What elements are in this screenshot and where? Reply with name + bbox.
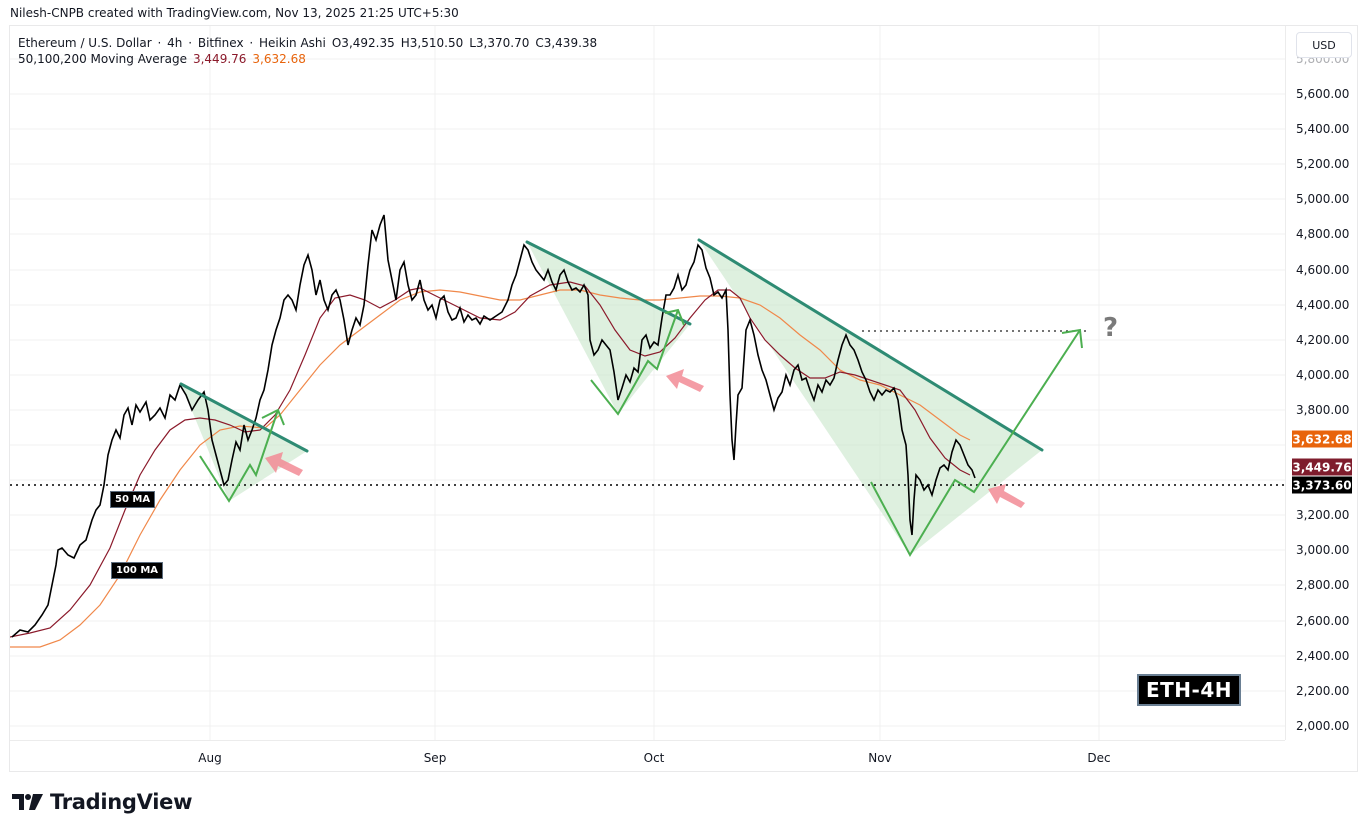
time-tick-oct: Oct [643, 751, 665, 765]
tradingview-logo[interactable]: TradingView [12, 790, 192, 814]
price-tick: 2,600.00 [1296, 614, 1350, 628]
chart-plot-area[interactable] [10, 26, 1285, 740]
currency-button[interactable]: USD [1296, 32, 1352, 58]
ma100-line [10, 289, 971, 648]
price-tick: 4,200.00 [1296, 333, 1350, 347]
price-tick: 4,600.00 [1296, 263, 1350, 277]
time-tick-dec: Dec [1087, 751, 1111, 765]
price-tick: 4,000.00 [1296, 368, 1350, 382]
price-tick: 4,400.00 [1296, 298, 1350, 312]
indicator-name: 50,100,200 Moving Average [18, 52, 187, 66]
time-tick-nov: Nov [868, 751, 892, 765]
time-tick-aug: Aug [198, 751, 222, 765]
price-tick: 2,400.00 [1296, 649, 1350, 663]
tradingview-logo-icon [12, 794, 43, 810]
chart-symbol-label: ETH-4H [1137, 674, 1241, 706]
ma50-value: 3,449.76 [192, 52, 247, 66]
horizontal-gridlines [10, 58, 1285, 727]
price-tick: 4,800.00 [1296, 227, 1350, 241]
time-axis[interactable]: Aug Sep Oct Nov Dec [10, 740, 1285, 772]
price-tick: 3,200.00 [1296, 508, 1350, 522]
price-tick: 3,800.00 [1296, 403, 1350, 417]
price-tick: 2,200.00 [1296, 684, 1350, 698]
price-tick: 5,400.00 [1296, 122, 1350, 136]
time-tick-sep: Sep [423, 751, 447, 765]
open-value: O3,492.35 [331, 36, 395, 50]
last-price-tag: 3,373.60 [1292, 476, 1352, 494]
exchange-label: Bitfinex [197, 36, 244, 50]
ma50-line [10, 281, 971, 638]
chart-attribution: Nilesh-CNPB created with TradingView.com… [10, 6, 459, 20]
tradingview-brand-name: TradingView [50, 790, 193, 814]
price-series [11, 214, 976, 638]
vertical-gridlines [209, 26, 1100, 740]
price-tick: 2,800.00 [1296, 578, 1350, 592]
symbol-name[interactable]: Ethereum / U.S. Dollar [18, 36, 152, 50]
pattern-fill-areas [181, 240, 1042, 555]
high-value: H3,510.50 [400, 36, 464, 50]
price-tick: 3,000.00 [1296, 543, 1350, 557]
target-question-mark: ? [1103, 313, 1119, 343]
ma50-price-tag: 3,449.76 [1292, 458, 1352, 476]
price-tick: 2,000.00 [1296, 719, 1350, 733]
price-tick: 5,000.00 [1296, 192, 1350, 206]
chart-type-label: Heikin Ashi [259, 36, 326, 50]
indicator-row[interactable]: 50,100,200 Moving Average 3,449.76 3,632.6… [18, 51, 603, 67]
chart-legend: Ethereum / U.S. Dollar · 4h · Bitfinex ·… [18, 35, 603, 67]
price-tick: 5,200.00 [1296, 157, 1350, 171]
ma100-value: 3,632.68 [252, 52, 306, 66]
low-value: L3,370.70 [469, 36, 530, 50]
pink-arrow-icons [265, 369, 1025, 508]
ma50-annotation-label: 50 MA [110, 491, 156, 508]
price-tick: 5,600.00 [1296, 87, 1350, 101]
interval-label[interactable]: 4h [167, 36, 183, 50]
price-axis[interactable]: 5,800.00 5,600.00 5,400.00 5,200.00 5,00… [1285, 26, 1358, 740]
ma100-annotation-label: 100 MA [111, 562, 164, 579]
pattern-zigzags [199, 308, 1083, 558]
chart-frame [9, 25, 1358, 772]
symbol-info-row: Ethereum / U.S. Dollar · 4h · Bitfinex ·… [18, 35, 603, 51]
descending-trendlines [179, 238, 1044, 453]
ohlc-values: O3,492.35 H3,510.50 L3,370.70 C3,439.38 [332, 36, 603, 50]
ma100-price-tag: 3,632.68 [1292, 430, 1352, 448]
close-value: C3,439.38 [535, 36, 598, 50]
